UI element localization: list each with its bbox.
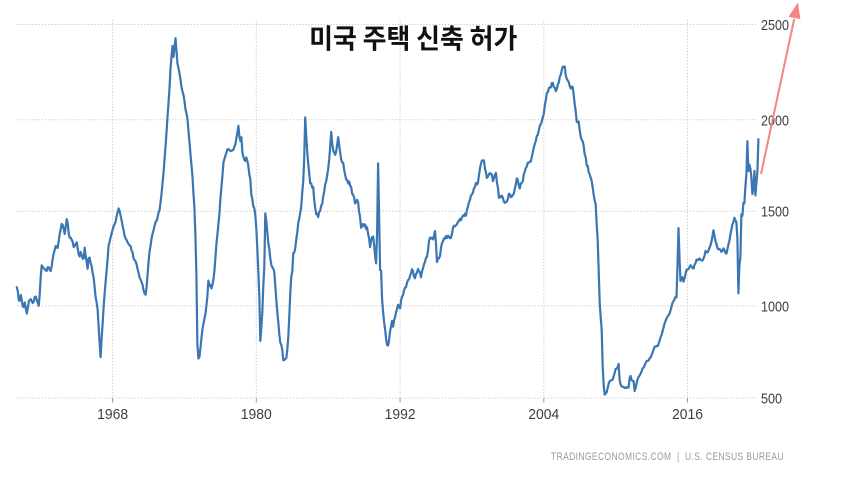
svg-text:TRADINGECONOMICS.COM | U.S.: TRADINGECONOMICS.COM | U.S. CENSUS BUREA… [551,451,784,463]
svg-text:2000: 2000 [761,112,789,129]
svg-text:2500: 2500 [761,17,789,34]
svg-text:2004: 2004 [528,406,559,423]
svg-text:1500: 1500 [761,204,789,221]
svg-text:1992: 1992 [385,406,416,423]
svg-text:1968: 1968 [97,406,128,423]
svg-text:1000: 1000 [761,298,789,315]
svg-text:1980: 1980 [241,406,272,423]
svg-text:2016: 2016 [672,406,703,423]
svg-text:500: 500 [761,391,782,408]
